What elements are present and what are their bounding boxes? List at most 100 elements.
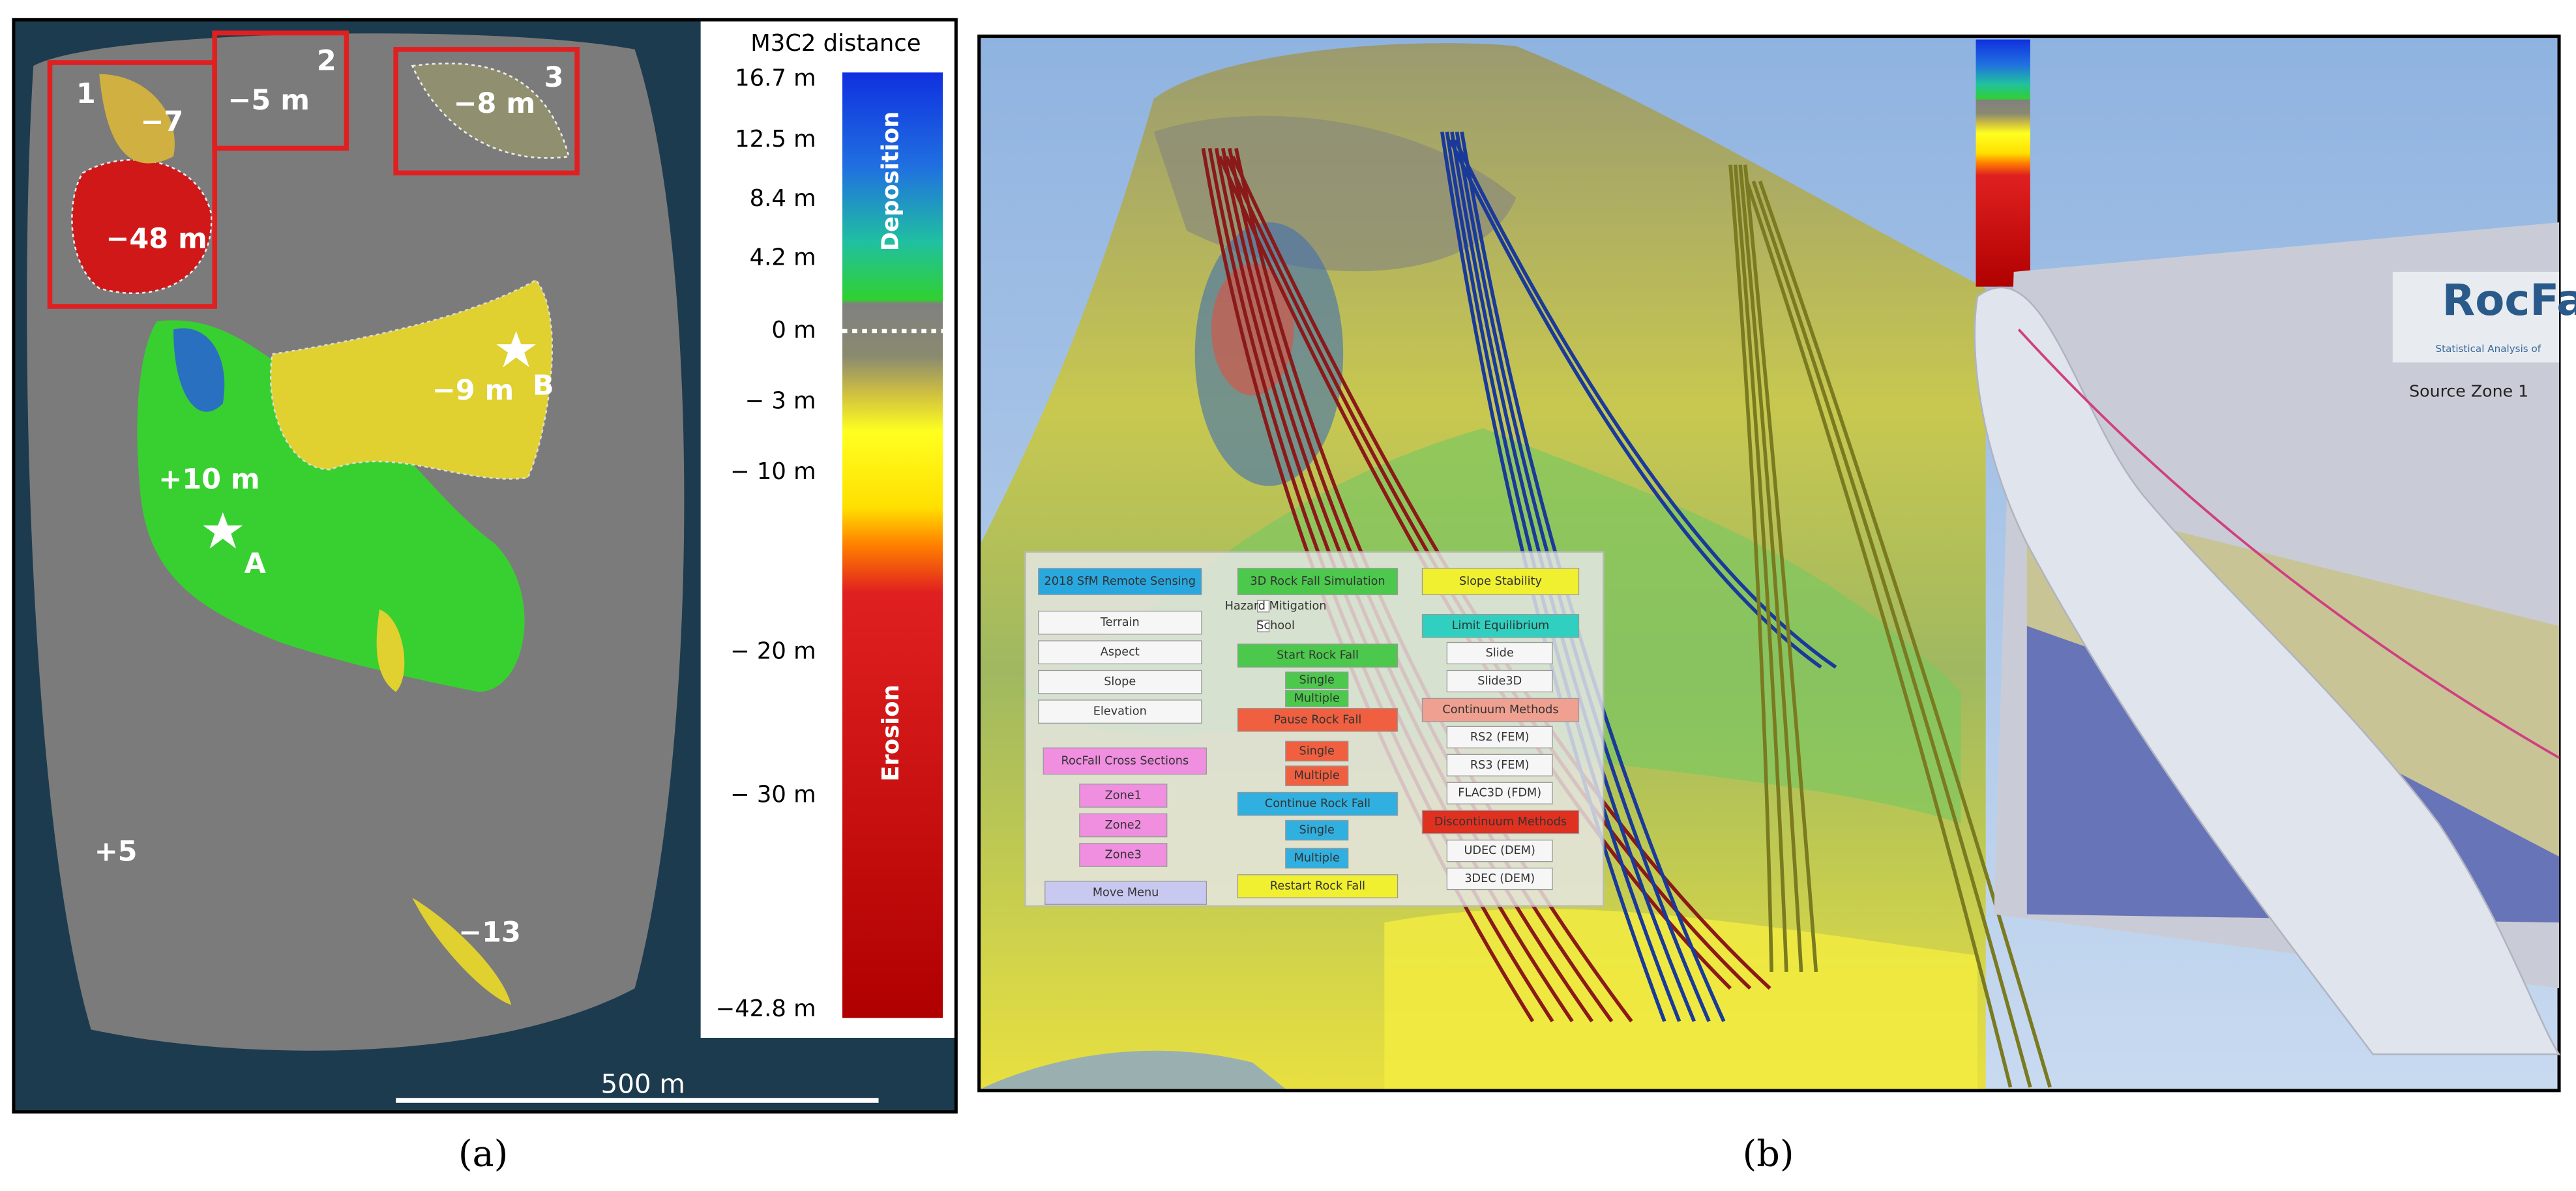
menu-button-label: Discontinuum Methods bbox=[1434, 816, 1567, 829]
menu-button-label: 3DEC (DEM) bbox=[1464, 872, 1535, 885]
checkbox-label: School bbox=[1256, 619, 1295, 632]
erosion-patch bbox=[376, 609, 405, 692]
trajectory bbox=[1743, 164, 1818, 973]
menu-button-label: Elevation bbox=[1093, 705, 1147, 718]
menu-button bbox=[1446, 726, 1553, 748]
menu-button-label: UDEC (DEM) bbox=[1464, 844, 1535, 857]
menu-button-label: Zone1 bbox=[1105, 789, 1142, 802]
menu-button bbox=[1237, 643, 1399, 668]
map-label: B bbox=[533, 369, 554, 402]
erosion-b bbox=[269, 278, 554, 480]
menu-button-label: Single bbox=[1299, 674, 1335, 687]
menu-button-label: Slope bbox=[1104, 675, 1136, 688]
map-label: −48 m bbox=[106, 222, 207, 255]
menu-button-label: Multiple bbox=[1294, 852, 1340, 865]
trajectory bbox=[1738, 164, 1803, 973]
colorbar-tick: 8.4 m bbox=[750, 185, 816, 212]
checkbox-label: Hazard Mitigation bbox=[1225, 600, 1327, 613]
zone-number: 3 bbox=[544, 61, 564, 94]
menu-button-label: Limit Equilibrium bbox=[1452, 619, 1550, 632]
colorbar-tick: 16.7 m bbox=[735, 65, 816, 91]
trajectory bbox=[1453, 139, 1837, 669]
menu-button bbox=[1079, 813, 1168, 838]
menu-button bbox=[1038, 568, 1202, 595]
trajectory bbox=[1758, 181, 2052, 1088]
menu-button bbox=[1446, 868, 1553, 890]
erosion-patch bbox=[412, 898, 512, 1005]
menu-button-label: RS3 (FEM) bbox=[1470, 759, 1530, 772]
rocfall-logo: RocFall bbox=[2442, 276, 2576, 325]
menu-button-label: Multiple bbox=[1294, 769, 1340, 782]
menu-button-label: Aspect bbox=[1101, 646, 1140, 659]
menu-button bbox=[1446, 782, 1553, 804]
menu-button-label: Slide bbox=[1486, 647, 1514, 660]
map-label: −8 m bbox=[454, 87, 536, 120]
menu-button bbox=[1044, 881, 1207, 905]
rocfall-profile bbox=[1974, 286, 2561, 1055]
star bbox=[496, 331, 536, 368]
foreground-rock bbox=[981, 1050, 1286, 1089]
deposition-deep bbox=[173, 328, 225, 412]
caption: (b) bbox=[1743, 1132, 1794, 1175]
colorbar-tick: −42.8 m bbox=[715, 995, 816, 1022]
menu-button-label: Single bbox=[1299, 744, 1335, 757]
menu-button-label: 3D Rock Fall Simulation bbox=[1250, 575, 1385, 588]
menu-button bbox=[1285, 819, 1349, 841]
menu-button-label: Single bbox=[1299, 824, 1335, 837]
map-label: −5 m bbox=[228, 84, 310, 117]
scale-label: 500 m bbox=[600, 1068, 685, 1099]
menu-button bbox=[1446, 641, 1553, 665]
menu-button bbox=[1421, 568, 1580, 595]
erosion-3 bbox=[411, 63, 570, 159]
menu-button bbox=[1038, 640, 1202, 665]
menu-button bbox=[1285, 765, 1349, 786]
menu-button-label: Zone3 bbox=[1105, 848, 1142, 861]
zone-box bbox=[212, 30, 349, 151]
rocfall-header bbox=[2392, 271, 2560, 362]
menu-button-label: Continue Rock Fall bbox=[1265, 797, 1370, 810]
menu-button-label: Slope Stability bbox=[1459, 575, 1542, 588]
menu-button bbox=[1421, 698, 1580, 722]
star bbox=[203, 512, 243, 549]
colorbar-title: M3C2 distance bbox=[750, 30, 921, 57]
trajectory bbox=[1733, 164, 1788, 973]
colorbar-label: Erosion bbox=[878, 684, 904, 782]
menu-button-label: Move Menu bbox=[1093, 887, 1159, 900]
menu-button bbox=[1285, 847, 1349, 869]
panel-a: 1 2 3 −7 −48 m −5 m −8 m −9 m B +10 m A … bbox=[12, 18, 958, 1175]
menu-button-label: Pause Rock Fall bbox=[1274, 713, 1362, 726]
menu-button-label: RS2 (FEM) bbox=[1470, 731, 1530, 744]
menu-button bbox=[1285, 741, 1349, 762]
colorbar-tick: 0 m bbox=[771, 317, 816, 344]
map-label: −9 m bbox=[432, 374, 514, 407]
menu-button-label: Continuum Methods bbox=[1442, 703, 1558, 716]
menu-button bbox=[1446, 669, 1553, 692]
menu-button bbox=[1237, 791, 1399, 816]
menu-button bbox=[1446, 754, 1553, 776]
rocfall-source: Source Zone 1 bbox=[2409, 381, 2528, 400]
deposition-area bbox=[137, 320, 525, 692]
menu-button bbox=[1237, 707, 1399, 732]
colorbar-label: Deposition bbox=[878, 111, 904, 252]
colorbar-ticks: 16.7 m 12.5 m 8.4 m 4.2 m 0 m − 3 m − 10 m − 20… bbox=[715, 65, 816, 1022]
checkbox bbox=[1257, 600, 1270, 613]
colorbar-tick: − 10 m bbox=[730, 458, 816, 485]
menu-button-label: Zone2 bbox=[1105, 819, 1142, 832]
map-label: −7 bbox=[140, 106, 183, 138]
menu-button bbox=[1079, 843, 1168, 867]
zone-box bbox=[393, 47, 580, 176]
menu-button-label: Terrain bbox=[1100, 616, 1140, 629]
zone-number: 2 bbox=[317, 45, 336, 78]
menu-button-label: RocFall Cross Sections bbox=[1061, 754, 1189, 767]
rocfall-path bbox=[2017, 329, 2560, 759]
colorbar-tick: − 20 m bbox=[730, 638, 816, 665]
menu-button bbox=[1237, 568, 1399, 595]
menu-button bbox=[1421, 613, 1580, 638]
erosion-1-top bbox=[99, 74, 175, 164]
menu-button bbox=[1038, 610, 1202, 635]
colorbar-tick: 4.2 m bbox=[750, 244, 816, 271]
colorbar bbox=[842, 72, 943, 1018]
